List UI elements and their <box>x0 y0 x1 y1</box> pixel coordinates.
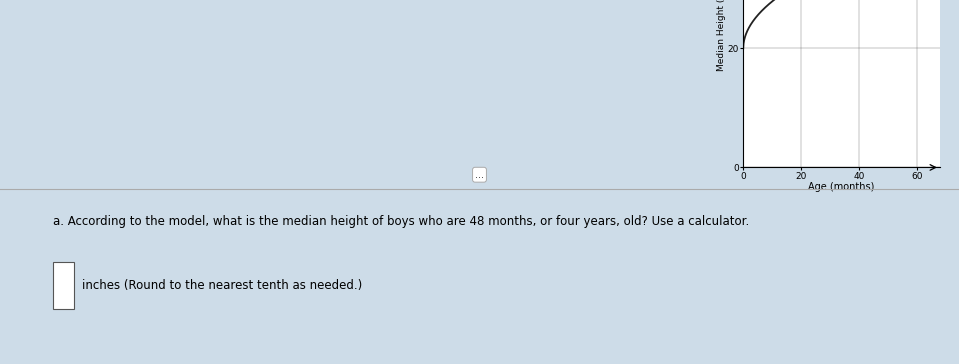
X-axis label: Age (months): Age (months) <box>808 182 875 192</box>
Text: a. According to the model, what is the median height of boys who are 48 months, : a. According to the model, what is the m… <box>53 215 749 228</box>
Text: inches (Round to the nearest tenth as needed.): inches (Round to the nearest tenth as ne… <box>82 279 362 292</box>
Y-axis label: Median Height (inches): Median Height (inches) <box>717 0 726 71</box>
Text: ...: ... <box>475 170 484 180</box>
